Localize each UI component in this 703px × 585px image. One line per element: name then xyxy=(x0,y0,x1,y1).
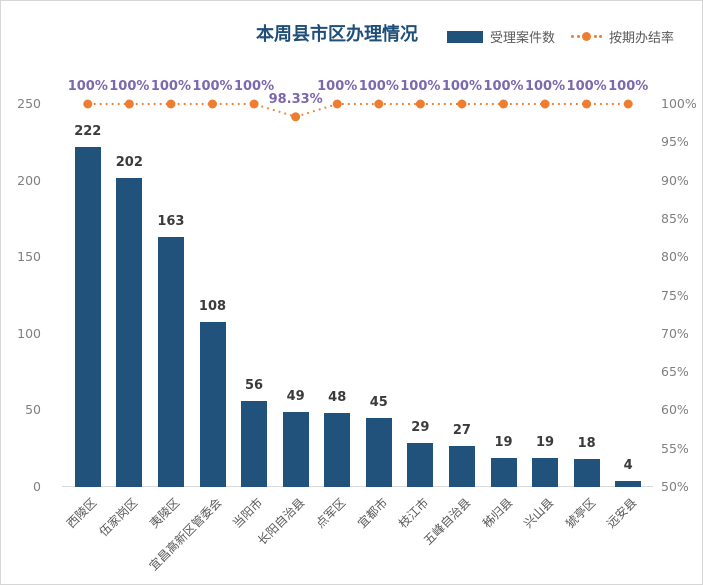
rate-marker xyxy=(291,112,301,122)
bar xyxy=(365,418,392,487)
bar xyxy=(448,445,475,487)
bar-value-label: 56 xyxy=(245,378,264,394)
rate-marker xyxy=(124,99,134,109)
rate-value-label: 100% xyxy=(400,79,441,94)
bar-value-label: 19 xyxy=(494,434,513,450)
bar-series-swatch-icon xyxy=(447,30,483,43)
right-axis-tick: 65% xyxy=(661,364,689,380)
rate-line xyxy=(87,103,629,118)
rate-value-label: 100% xyxy=(150,79,191,94)
bar xyxy=(532,457,559,487)
rate-value-label: 100% xyxy=(483,79,524,94)
rate-marker xyxy=(415,99,425,109)
bar-value-label: 27 xyxy=(452,422,471,438)
rate-marker xyxy=(582,99,592,109)
bar xyxy=(407,442,434,487)
bar-value-label: 49 xyxy=(286,388,305,404)
right-axis-tick: 100% xyxy=(661,96,697,111)
bar xyxy=(282,411,309,487)
right-axis-tick: 90% xyxy=(661,172,689,188)
rate-value-label: 100% xyxy=(608,79,649,94)
bar xyxy=(615,480,642,487)
rate-marker xyxy=(332,99,342,109)
plot-area: 222 西陵区 202 伍家岗区 163 夷陵区 108 宜昌高新区管委会 56 当阳市 49 长阳自… xyxy=(62,79,653,573)
right-axis-tick: 80% xyxy=(661,249,689,265)
bar-value-label: 45 xyxy=(369,395,388,411)
legend-label-rate: 按期办结率 xyxy=(609,31,675,46)
left-axis-tick: 0 xyxy=(33,479,41,494)
rate-value-label: 100% xyxy=(109,79,150,94)
right-axis-tick: 85% xyxy=(661,210,689,226)
rate-marker xyxy=(540,99,550,109)
bar-value-label: 202 xyxy=(115,154,143,170)
left-axis-tick: 100 xyxy=(17,325,41,341)
left-axis-tick: 200 xyxy=(17,172,41,188)
bar xyxy=(116,177,143,487)
bar-value-label: 29 xyxy=(411,419,430,435)
rate-value-label: 100% xyxy=(566,79,607,94)
rate-value-label: 100% xyxy=(317,79,358,94)
legend: 受理案件数 按期办结率 xyxy=(447,27,674,46)
bar xyxy=(490,457,517,487)
legend-label-cases: 受理案件数 xyxy=(490,31,556,46)
rate-value-label: 100% xyxy=(67,79,108,94)
right-axis-tick: 95% xyxy=(661,134,689,150)
left-axis-tick: 150 xyxy=(17,249,41,265)
right-axis-tick: 60% xyxy=(661,402,689,418)
legend-item-cases: 受理案件数 xyxy=(447,27,555,46)
rate-marker xyxy=(249,99,259,109)
rate-value-label: 98.33% xyxy=(268,91,323,107)
bar xyxy=(573,459,600,487)
bar xyxy=(74,146,101,487)
dotted-line-swatch-icon xyxy=(571,32,603,41)
bar-value-label: 18 xyxy=(577,436,596,452)
rate-marker xyxy=(374,99,384,109)
right-axis-tick: 55% xyxy=(661,440,689,456)
bar xyxy=(241,401,268,487)
bar xyxy=(324,413,351,487)
bar-value-label: 222 xyxy=(74,123,102,139)
bar-value-label: 48 xyxy=(328,390,347,406)
rate-value-label: 100% xyxy=(192,79,233,94)
bar-value-label: 108 xyxy=(198,298,227,314)
bar-value-label: 19 xyxy=(536,434,555,450)
right-axis-tick: 75% xyxy=(661,287,689,303)
rate-marker xyxy=(457,99,467,109)
bar-value-label: 4 xyxy=(623,457,633,473)
rate-marker xyxy=(208,99,217,109)
bar xyxy=(199,321,226,487)
rate-marker xyxy=(166,99,176,109)
rate-value-label: 100% xyxy=(358,79,399,94)
rate-line-layer xyxy=(83,99,633,122)
rate-marker xyxy=(83,99,93,109)
right-axis-tick: 50% xyxy=(661,479,689,494)
rate-value-label: 100% xyxy=(233,79,275,94)
bar-value-label: 163 xyxy=(157,214,185,230)
bar xyxy=(157,237,184,487)
rate-value-label: 100% xyxy=(441,79,482,94)
rate-value-label: 100% xyxy=(524,79,566,94)
right-axis-tick: 70% xyxy=(661,325,689,341)
chart-title: 本周县市区办理情况 xyxy=(256,24,418,45)
legend-item-rate: 按期办结率 xyxy=(571,27,674,46)
x-axis-line xyxy=(62,486,653,487)
rate-marker xyxy=(499,99,508,109)
left-axis-tick: 50 xyxy=(25,402,41,418)
rate-marker xyxy=(623,99,633,109)
left-axis-tick: 250 xyxy=(17,96,41,111)
